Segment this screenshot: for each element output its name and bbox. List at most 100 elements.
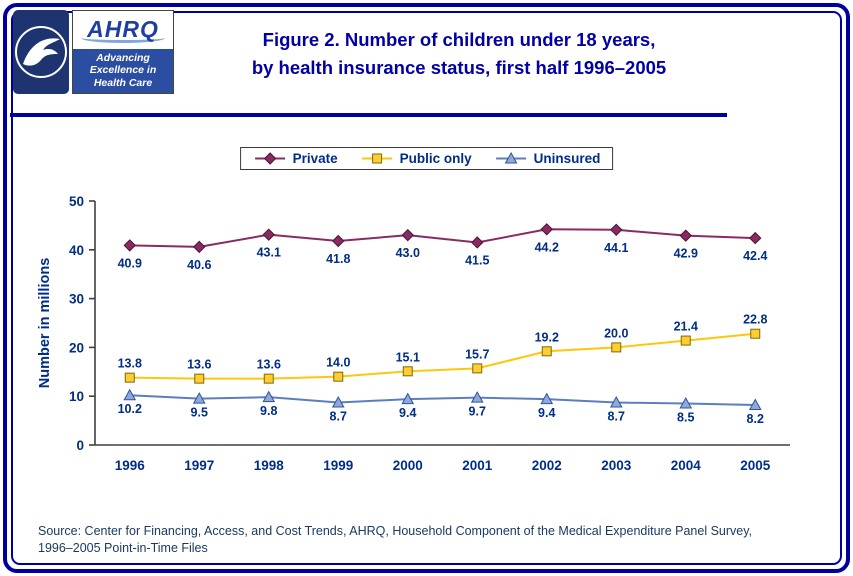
public-only-marker (333, 371, 344, 382)
uninsured-marker (123, 388, 137, 401)
uninsured-marker (470, 391, 484, 403)
public-only-data-label: 13.8 (118, 357, 142, 371)
ahrq-tagline-line2: Excellence in (89, 64, 157, 77)
uninsured-marker (748, 398, 762, 410)
uninsured-marker (401, 392, 415, 405)
private-marker (540, 223, 553, 236)
y-tick-label: 50 (69, 194, 84, 209)
uninsured-marker (262, 390, 276, 403)
legend-private-marker (263, 152, 276, 165)
uninsured-data-label: 8.5 (677, 411, 694, 425)
private-data-label: 43.0 (396, 246, 420, 260)
public-only-marker (680, 335, 691, 346)
public-only-marker (541, 346, 552, 357)
private-marker (679, 229, 692, 242)
private-data-label: 41.8 (326, 252, 350, 266)
x-tick-label: 2004 (671, 458, 702, 473)
public-only-data-label: 19.2 (535, 330, 559, 344)
uninsured-marker (609, 396, 623, 408)
x-tick-label: 1996 (115, 458, 146, 473)
legend-item-uninsured: Uninsured (494, 151, 601, 166)
private-marker (193, 240, 206, 254)
uninsured-marker (192, 392, 206, 404)
ahrq-tagline-line3: Health Care (93, 76, 153, 89)
x-tick-label: 2002 (532, 458, 562, 473)
legend-label-public-only: Public only (399, 151, 472, 166)
public-only-marker (124, 372, 135, 383)
y-tick-label: 40 (69, 243, 84, 258)
public-only-data-label: 15.7 (465, 347, 489, 361)
legend-label-uninsured: Uninsured (533, 151, 601, 166)
x-tick-label: 1997 (184, 458, 214, 473)
private-marker (332, 234, 345, 248)
private-data-label: 43.1 (257, 246, 281, 260)
figure-title-line2: by health insurance status, first half 1… (251, 56, 667, 78)
y-tick-label: 0 (76, 438, 84, 453)
public-only-marker (750, 328, 761, 339)
ahrq-logo: AHRQ Advancing Excellence in Health Care (72, 10, 174, 94)
private-data-label: 44.2 (535, 240, 559, 254)
source-note-line1: Source: Center for Financing, Access, an… (38, 524, 753, 538)
y-tick-label: 20 (69, 340, 84, 355)
figure-title: Figure 2. Number of children under 18 ye… (175, 26, 743, 82)
agency-logos: AHRQ Advancing Excellence in Health Care (13, 10, 174, 94)
y-tick-label: 10 (69, 389, 84, 404)
public-only-marker (263, 373, 274, 384)
private-data-label: 42.4 (743, 249, 767, 263)
legend-uninsured-marker (504, 152, 517, 164)
public-only-data-label: 13.6 (187, 358, 211, 372)
public-only-data-label: 15.1 (396, 350, 420, 364)
private-marker (749, 231, 762, 245)
public-only-marker (402, 366, 413, 377)
uninsured-marker (331, 396, 345, 408)
x-tick-label: 1999 (323, 458, 353, 473)
line-chart: 0 10 20 30 40 50 1996 1997 1998 1999 2000 2001 2002 2… (37, 194, 790, 473)
ahrq-swoosh-icon (81, 33, 165, 43)
source-note-line2: 1996–2005 Point-in-Time Files (38, 540, 208, 555)
ahrq-wordmark: AHRQ (87, 16, 159, 43)
uninsured-data-label: 8.7 (608, 410, 625, 424)
private-data-label: 40.6 (187, 258, 211, 272)
x-tick-label: 2005 (740, 458, 771, 473)
uninsured-marker (679, 396, 693, 409)
public-only-data-label: 13.6 (257, 358, 281, 372)
uninsured-line (129, 394, 756, 406)
public-only-marker (472, 363, 483, 374)
legend-uninsured-marker-icon (495, 152, 526, 164)
ahrq-tagline: Advancing Excellence in Health Care (73, 48, 173, 93)
public-only-data-label: 14.0 (326, 356, 350, 370)
public-only-marker (611, 342, 622, 353)
public-only-data-label: 21.4 (674, 320, 698, 334)
legend-label-private: Private (292, 151, 338, 166)
ahrq-tagline-line1: Advancing (96, 51, 150, 64)
private-data-label: 41.5 (465, 253, 489, 267)
private-marker (471, 236, 484, 249)
public-only-data-label: 20.0 (604, 326, 628, 340)
legend-item-private: Private (253, 151, 338, 166)
uninsured-data-label: 9.7 (469, 405, 486, 419)
private-marker (262, 228, 275, 241)
chart-legend: Private Public only Uninsured (239, 147, 614, 170)
legend-public-only-marker (371, 153, 382, 164)
private-data-label: 40.9 (118, 256, 142, 270)
uninsured-data-label: 9.8 (260, 404, 277, 418)
y-axis-title: Number in millions (37, 258, 53, 389)
legend-item-public-only: Public only (360, 151, 472, 166)
source-note: Source: Center for Financing, Access, an… (38, 523, 752, 556)
private-marker (123, 239, 136, 252)
uninsured-data-label: 8.7 (330, 410, 347, 424)
private-marker (401, 228, 414, 242)
x-tick-label: 1998 (254, 458, 285, 473)
private-line (129, 228, 756, 248)
legend-public-only-marker-icon (361, 153, 392, 164)
x-tick-label: 2003 (601, 458, 632, 473)
uninsured-data-label: 8.2 (747, 412, 764, 426)
x-tick-label: 2001 (462, 458, 493, 473)
y-tick-label: 30 (69, 292, 84, 307)
x-tick-label: 2000 (393, 458, 423, 473)
uninsured-data-label: 9.5 (191, 406, 208, 420)
ahrq-wordmark-area: AHRQ (73, 11, 173, 49)
private-marker (610, 223, 623, 236)
public-only-data-label: 22.8 (743, 313, 767, 327)
uninsured-marker (540, 392, 554, 405)
